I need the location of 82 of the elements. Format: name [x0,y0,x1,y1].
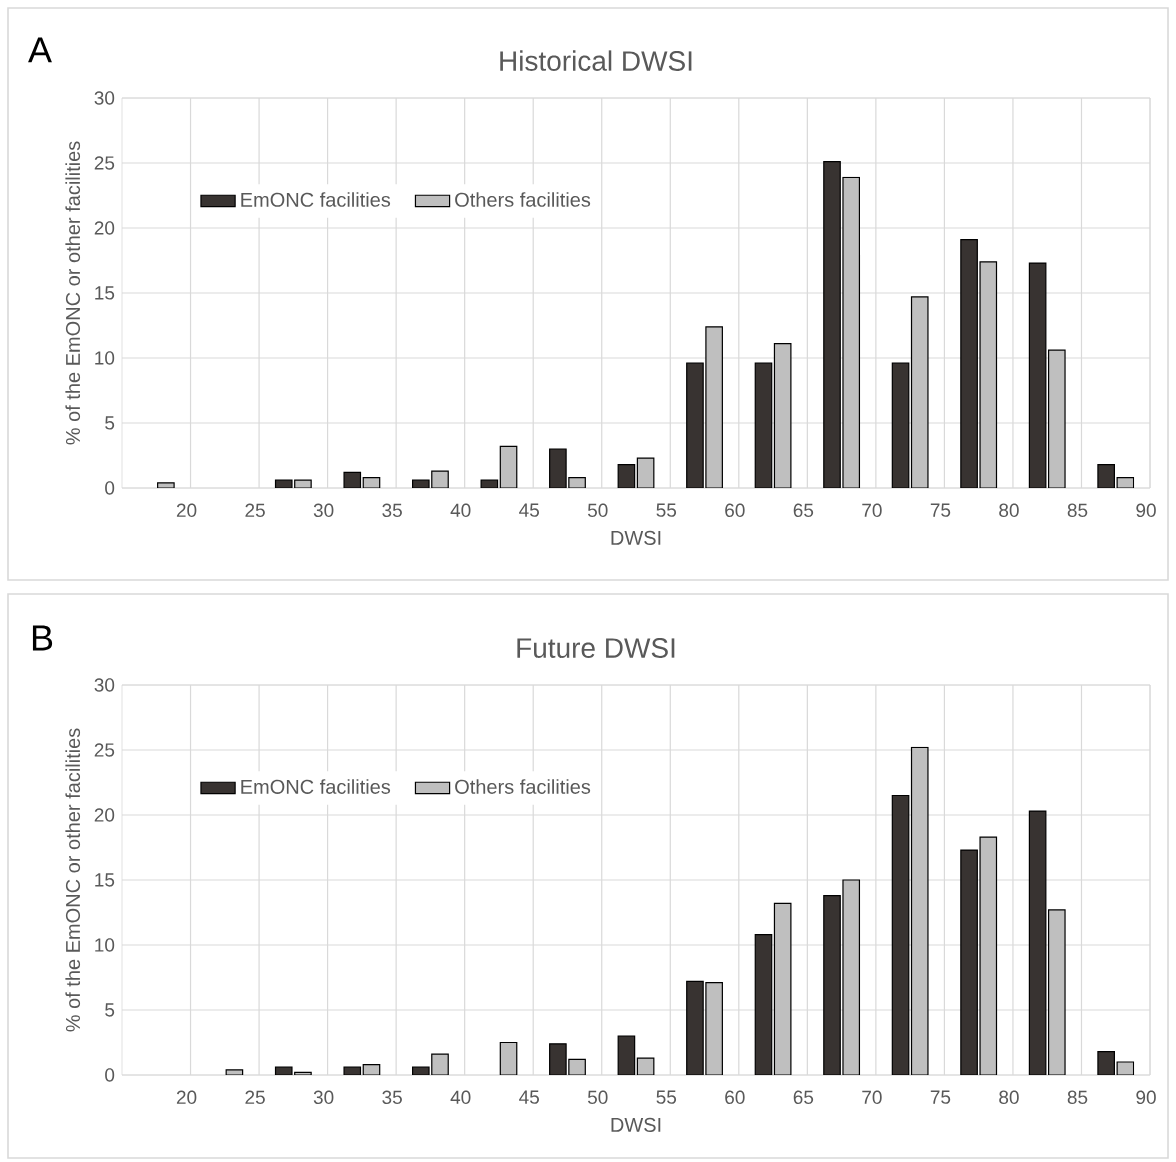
bar [636,1057,655,1075]
bar [499,445,518,488]
text: B [32,625,53,651]
bar [1028,262,1047,488]
y-tick-label: 25 [94,743,115,757]
text: A [28,37,52,63]
y-tick-label: 5 [105,1003,115,1017]
bar [362,1064,381,1075]
x-tick-label: 65 [793,503,814,518]
bar [636,457,655,488]
bar [225,1069,244,1075]
x-tick-label: 40 [450,503,471,518]
x-tick-label: 50 [587,1090,608,1105]
bar [910,746,929,1075]
chart-title: Historical DWSI [500,50,692,71]
x-tick-label: 70 [862,1090,882,1105]
bar [960,849,978,1075]
x-tick-label: 75 [930,1090,951,1104]
bar [754,934,773,1075]
bar [773,902,792,1075]
legend-label: EmONC facilities [241,192,391,207]
bar [773,343,792,488]
x-tick-label: 65 [793,1090,814,1105]
x-tick-label: 25 [245,1090,265,1105]
y-tick-label: 0 [105,481,115,495]
y-tick-label: 10 [95,938,115,952]
x-tick-label: 50 [587,503,608,518]
x-tick-label: 35 [382,503,402,518]
x-tick-label: 80 [999,1090,1019,1105]
x-tick-label: 30 [313,503,334,518]
legend-label: Others facilities [455,192,591,207]
y-tick-label: 10 [95,351,115,365]
bar [823,894,841,1075]
x-tick-label: 60 [725,1090,745,1105]
y-tick-label: 20 [94,221,115,235]
y-tick-label: 0 [105,1068,115,1082]
y-tick-label: 25 [94,156,115,170]
x-tick-label: 90 [1136,503,1156,518]
chart-title: Future DWSI [517,638,675,658]
bar [960,239,978,488]
x-tick-label: 80 [999,503,1019,518]
x-tick-label: 55 [656,1090,677,1104]
bar [686,980,704,1075]
y-tick-label: 30 [94,91,115,105]
x-axis-title: DWSI [611,1117,661,1132]
x-tick-label: 20 [176,503,197,518]
x-axis-title: DWSI [611,530,661,545]
bar [823,161,841,488]
bar [499,1041,518,1075]
x-tick-label: 35 [382,1090,402,1105]
x-tick-label: 25 [245,503,265,518]
legend-label: Others facilities [455,779,591,794]
y-tick-label: 15 [95,873,115,887]
bar [891,794,910,1075]
x-tick-label: 30 [313,1090,334,1105]
y-axis-title: % of the EmONC or other facilities [65,141,81,445]
x-tick-label: 45 [519,1090,539,1104]
y-tick-label: 20 [94,808,115,822]
bar [362,477,381,488]
x-tick-label: 40 [450,1090,471,1105]
x-tick-label: 90 [1136,1090,1156,1105]
x-tick-label: 20 [176,1090,197,1105]
x-tick-label: 60 [725,503,745,518]
x-tick-label: 85 [1067,1090,1088,1105]
bar [754,362,773,488]
x-tick-label: 70 [862,503,882,518]
bar [157,482,175,488]
bar [1047,349,1066,488]
y-tick-label: 30 [94,678,115,692]
y-axis-title: % of the EmONC or other facilities [65,728,81,1032]
x-tick-label: 45 [519,503,539,517]
bar [891,362,910,488]
bar [1047,909,1066,1075]
bar [910,296,929,488]
x-tick-label: 85 [1067,503,1088,518]
bar [1028,810,1047,1075]
x-tick-label: 75 [930,503,951,517]
y-tick-label: 15 [95,286,115,300]
x-tick-label: 55 [656,503,677,517]
legend-label: EmONC facilities [241,779,391,794]
y-tick-label: 5 [105,416,115,430]
bar [686,362,704,488]
